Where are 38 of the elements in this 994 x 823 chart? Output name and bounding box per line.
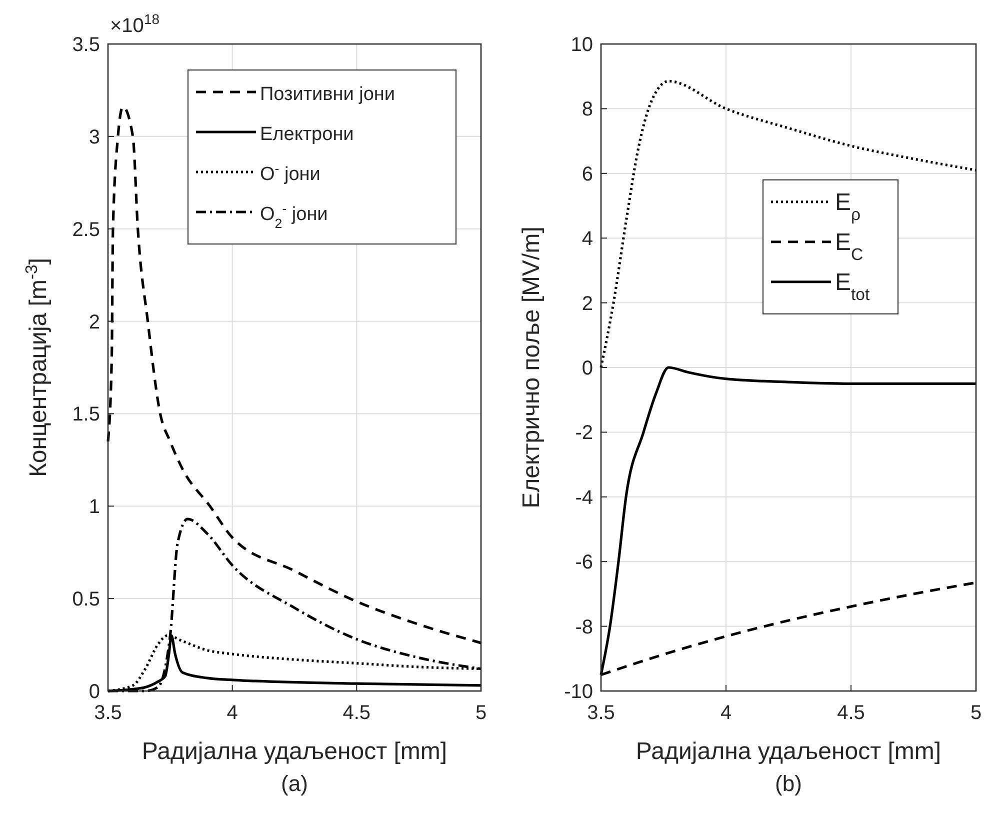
y-tick-label: -4 bbox=[575, 486, 593, 509]
x-tick-label: 4 bbox=[720, 702, 732, 724]
x-tick-label: 5 bbox=[970, 702, 982, 724]
legend-label: O$^{-}$ јони bbox=[260, 160, 320, 185]
text: (a) bbox=[281, 771, 308, 796]
y-tick-label: 8 bbox=[582, 98, 593, 121]
y-tick-label: 10 bbox=[570, 34, 593, 56]
legend-label: Позитивни јони bbox=[260, 84, 396, 105]
y-tick-label: 0.5 bbox=[72, 588, 100, 611]
y-tick-label: -2 bbox=[575, 422, 593, 444]
text: ×10$^{18}$ bbox=[110, 11, 160, 37]
y-tick-label: 0 bbox=[582, 358, 593, 380]
y-tick-label: -6 bbox=[575, 552, 593, 574]
y-tick-label: 2 bbox=[582, 292, 593, 315]
x-tick-label: 4 bbox=[226, 702, 238, 724]
y-tick-label: 1 bbox=[88, 496, 100, 518]
y-axis-title: Електрично поље [MV/m] bbox=[518, 226, 545, 508]
y-tick-label: -8 bbox=[575, 616, 593, 638]
y-tick-label: 6 bbox=[582, 163, 593, 186]
y-tick-label: 3 bbox=[88, 126, 100, 148]
y-tick-label: -10 bbox=[564, 681, 593, 703]
y-tick-label: 4 bbox=[582, 228, 593, 250]
y-tick-label: 1.5 bbox=[72, 404, 100, 426]
y-tick-label: 2.5 bbox=[72, 218, 100, 241]
legend-label: E$_{ρ}$ bbox=[835, 188, 861, 224]
legend-label: O$_{2}$$^{-}$ јони bbox=[260, 200, 328, 230]
y-tick-label: 2 bbox=[88, 311, 100, 334]
legend-label: E$_{C}$ bbox=[835, 228, 864, 264]
x-tick-label: 4.5 bbox=[342, 702, 371, 724]
x-axis-title: Радијална удаљеност [mm] bbox=[142, 738, 448, 765]
legend-label: E$_{tot}$ bbox=[835, 268, 870, 304]
text: (b) bbox=[775, 771, 802, 796]
legend-label: Електрони bbox=[260, 124, 354, 145]
x-tick-label: 4.5 bbox=[837, 702, 865, 724]
y-tick-label: 3.5 bbox=[72, 34, 100, 56]
y-tick-label: 0 bbox=[88, 681, 100, 703]
x-tick-label: 5 bbox=[475, 702, 487, 724]
x-axis-title: Радијална удаљеност [mm] bbox=[636, 738, 942, 765]
